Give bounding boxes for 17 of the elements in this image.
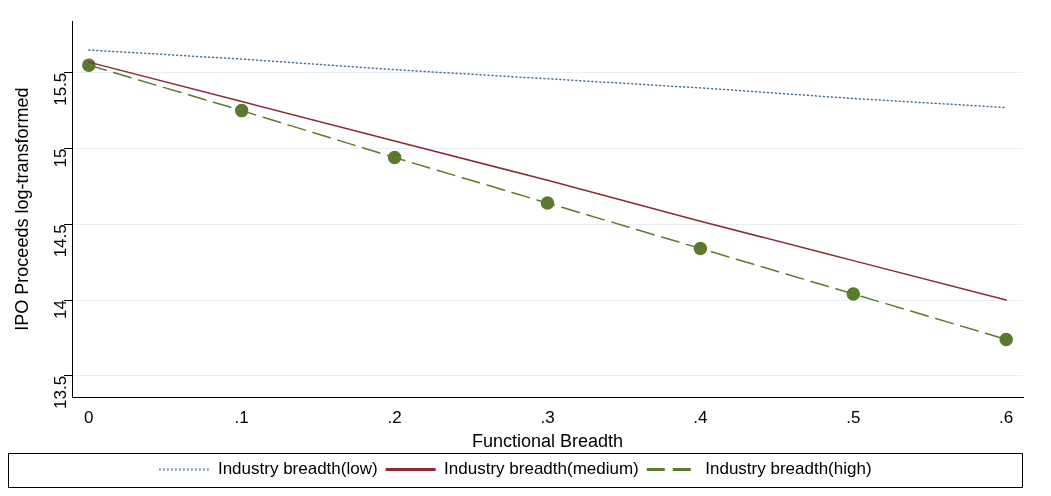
x-tick-label: .2 — [387, 407, 402, 427]
legend-label: Industry breadth(high) — [705, 459, 872, 479]
legend-label: Industry breadth(medium) — [444, 459, 639, 479]
y-tick-label: 14.5 — [50, 224, 70, 258]
x-tick-label: .3 — [540, 407, 555, 427]
y-tick-label: 15.5 — [50, 72, 70, 106]
y-tick-label: 14 — [50, 300, 70, 319]
y-axis-title: IPO Proceeds log-transformed — [11, 87, 32, 331]
x-tick-label: 0 — [84, 407, 94, 427]
y-tick-label: 15 — [50, 148, 70, 168]
x-tick-label: .5 — [846, 407, 861, 427]
x-tick-label: .1 — [234, 407, 249, 427]
x-axis-title: Functional Breadth — [471, 431, 624, 452]
x-tick-label: .6 — [999, 407, 1014, 427]
legend-label: Industry breadth(low) — [217, 459, 378, 479]
x-tick-label: .4 — [693, 407, 708, 427]
y-tick-label: 13.5 — [50, 375, 70, 409]
